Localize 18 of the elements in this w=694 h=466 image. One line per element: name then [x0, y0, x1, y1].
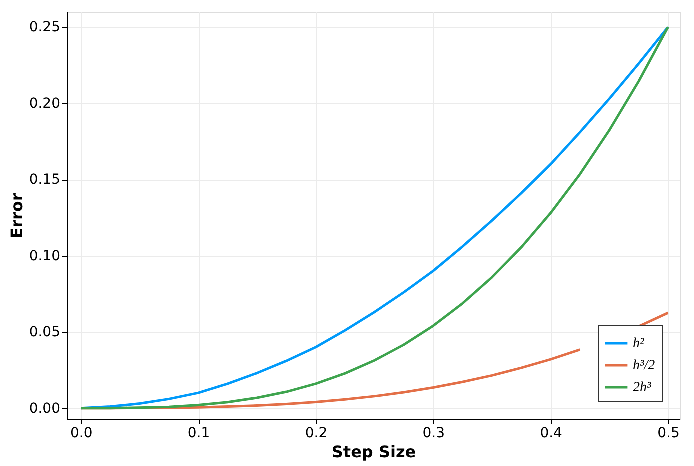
y-tick-label: 0.10: [29, 248, 60, 264]
y-tick-label: 0.00: [29, 400, 60, 417]
x-tick-label: 0.5: [658, 426, 680, 442]
x-axis-title: Step Size: [332, 442, 416, 462]
x-tick-label: 0.2: [305, 426, 328, 442]
legend-label: 2h³: [633, 380, 652, 396]
y-tick-label: 0.15: [29, 172, 60, 188]
x-tick-label: 0.0: [70, 426, 93, 442]
x-tick-label: 0.1: [188, 426, 210, 442]
y-tick-label: 0.05: [29, 324, 60, 341]
y-tick-label: 0.25: [29, 20, 60, 36]
y-tick-label: 0.20: [29, 96, 60, 112]
y-axis-title: Error: [7, 193, 26, 239]
x-tick-label: 0.3: [422, 426, 446, 442]
legend-label: h²: [633, 336, 645, 352]
legend-label: h³/2: [633, 358, 656, 374]
line-series: [80, 26, 670, 410]
x-tick-label: 0.4: [540, 426, 563, 442]
